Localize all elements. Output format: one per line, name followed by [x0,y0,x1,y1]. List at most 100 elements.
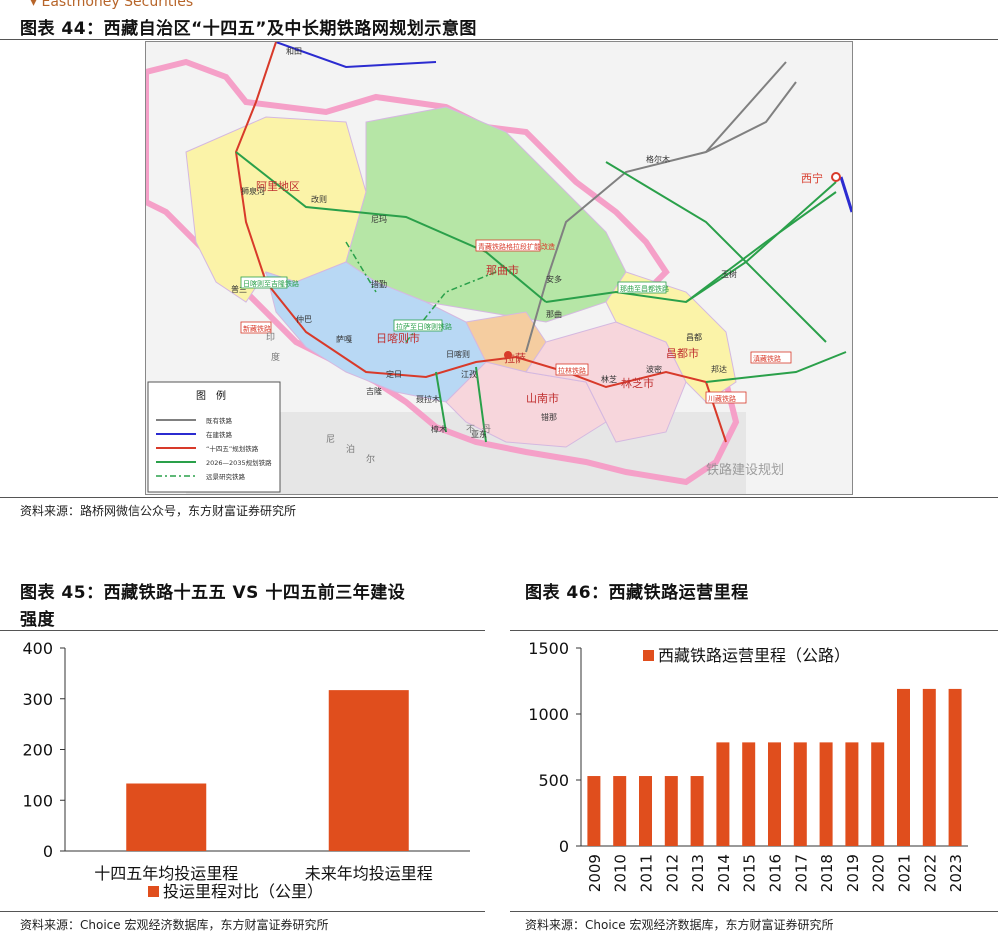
fig46-chart: 0 500 1000 1500 2009 2010 2011 2012 2013 2014 2015… [528,639,968,892]
x-tick-label: 2014 [715,854,733,892]
map-city-label: 普兰 [231,284,247,294]
neighbor-label: 泊 [346,444,355,455]
y-tick-label: 500 [538,771,569,790]
bar [793,742,807,846]
map-city-label: 波密 [646,364,662,374]
legend-label: 投运里程对比（公里） [163,882,323,901]
map-rail-label: 拉林铁路 [558,366,586,375]
x-tick-label: 2019 [844,854,862,892]
legend-swatch [643,650,654,661]
legend-item: 远景研究铁路 [206,472,246,481]
map-city-label: 安多 [546,274,562,284]
x-tick-label: 2010 [612,854,630,892]
map-watermark: 铁路建设规划 [706,462,784,478]
map-city-label: 措勤 [371,279,387,289]
x-tick-label: 2012 [663,854,681,892]
brand-header-cut: ▾ Eastmoney Securities [30,0,194,10]
y-tick-label: 1000 [528,705,569,724]
bar [328,690,409,851]
bar [742,742,756,846]
map-rail-label: 拉萨至日喀则铁路 [396,322,452,331]
remote-study-railway [345,241,497,343]
map-region-label: 日喀则市 [376,331,420,345]
x-tick-label: 2016 [767,854,785,892]
bar [948,688,962,846]
fig45-bottom-rule [0,911,485,912]
map-city-label: 定日 [386,369,402,379]
y-tick-label: 200 [22,741,53,760]
map-region-label: 阿里地区 [256,180,300,193]
map-city-label: 尼玛 [371,215,387,224]
fig44-top-rule [0,39,998,40]
tibet-railway-map: 阿里地区 那曲市 日喀则市 拉萨 山南市 林芝市 昌都市 西宁 狮泉河 改则 尼… [145,41,853,495]
xining-marker [831,172,841,182]
y-tick-label: 0 [559,837,569,856]
map-city-label: 日喀则 [446,349,470,359]
x-tick-label: 2023 [947,854,965,892]
fig46-title: 图表 46：西藏铁路运营里程 [525,583,749,603]
y-tick-label: 400 [22,639,53,658]
map-rail-label: 新藏铁路 [243,324,271,333]
map-region-label: 林芝市 [621,376,654,390]
map-city-label: 那曲 [546,309,562,319]
legend-item: 既有铁路 [206,416,233,425]
map-city-label: 亚东 [471,429,487,439]
neighbor-label: 尼 [326,434,335,445]
map-region-label: 昌都市 [666,346,699,360]
fig45-top-rule [0,630,485,631]
fig44-title: 图表 44：西藏自治区“十四五”及中长期铁路网规划示意图 [20,19,477,39]
map-city-label: 狮泉河 [241,186,265,196]
bar [845,742,859,846]
neighbor-label: 丹 [482,424,491,435]
legend-item: “十四五”规划铁路 [206,444,259,453]
x-tick-label: 2021 [896,854,914,892]
map-rail-label: 青藏铁路格拉段扩能改造 [478,242,555,251]
map-city-label: 仲巴 [296,314,312,324]
bar [922,688,936,846]
bar [768,742,781,846]
map-rail-label: 日喀则至吉隆铁路 [243,279,299,288]
neighbor-label: 不 [466,424,475,435]
bar [587,776,601,846]
x-tick-label: 2022 [921,854,939,892]
fig44-bottom-rule [0,497,998,498]
existing-railway-qinghai-tibet [525,81,797,353]
map-city-label: 萨嘎 [336,334,352,344]
map-rail-label: 那曲至昌都铁路 [620,284,669,293]
x-tick-label: 2009 [586,854,604,892]
x-tick-label: 十四五年均投运里程 [94,864,238,883]
legend-item: 在建铁路 [206,430,233,439]
bar [819,742,833,846]
lhasa-marker [504,351,512,359]
x-tick-label: 2017 [792,854,810,892]
y-tick-label: 1500 [528,639,569,658]
x-tick-label: 2011 [638,854,656,892]
map-city-label: 玉树 [721,269,737,279]
planned-14th-railway [234,42,707,389]
neighbor-label: 印 [266,331,275,343]
x-tick-label: 2020 [870,854,888,892]
map-city-label: 樟木 [431,424,447,434]
fig46-source: 资料来源：Choice 宏观经济数据库，东方财富证券研究所 [525,918,834,932]
x-tick-label: 2018 [818,854,836,892]
map-city-label: 改则 [311,194,327,204]
map-city-label: 错那 [541,412,557,422]
legend-item: 2026—2035规划铁路 [206,458,272,467]
map-city-label: 和田 [286,47,302,56]
legend-label: 西藏铁路运营里程（公路） [658,646,850,665]
bar [639,776,652,846]
y-tick-label: 300 [22,690,53,709]
bar [897,688,910,846]
map-city-label: 昌都 [686,333,702,342]
x-tick-label: 2015 [741,854,759,892]
bar [664,776,678,846]
map-rail-label: 滇藏铁路 [753,354,781,363]
legend-title: 图 例 [196,389,226,402]
map-city-label: 邦达 [711,364,727,374]
fig45-title-line1: 图表 45：西藏铁路十五五 VS 十四五前三年建设 [20,583,406,603]
map-city-label: 林芝 [601,374,617,384]
planned-2035-railway [235,151,547,303]
map-city-label: 西宁 [801,171,823,185]
neighbor-label: 尔 [366,453,375,465]
